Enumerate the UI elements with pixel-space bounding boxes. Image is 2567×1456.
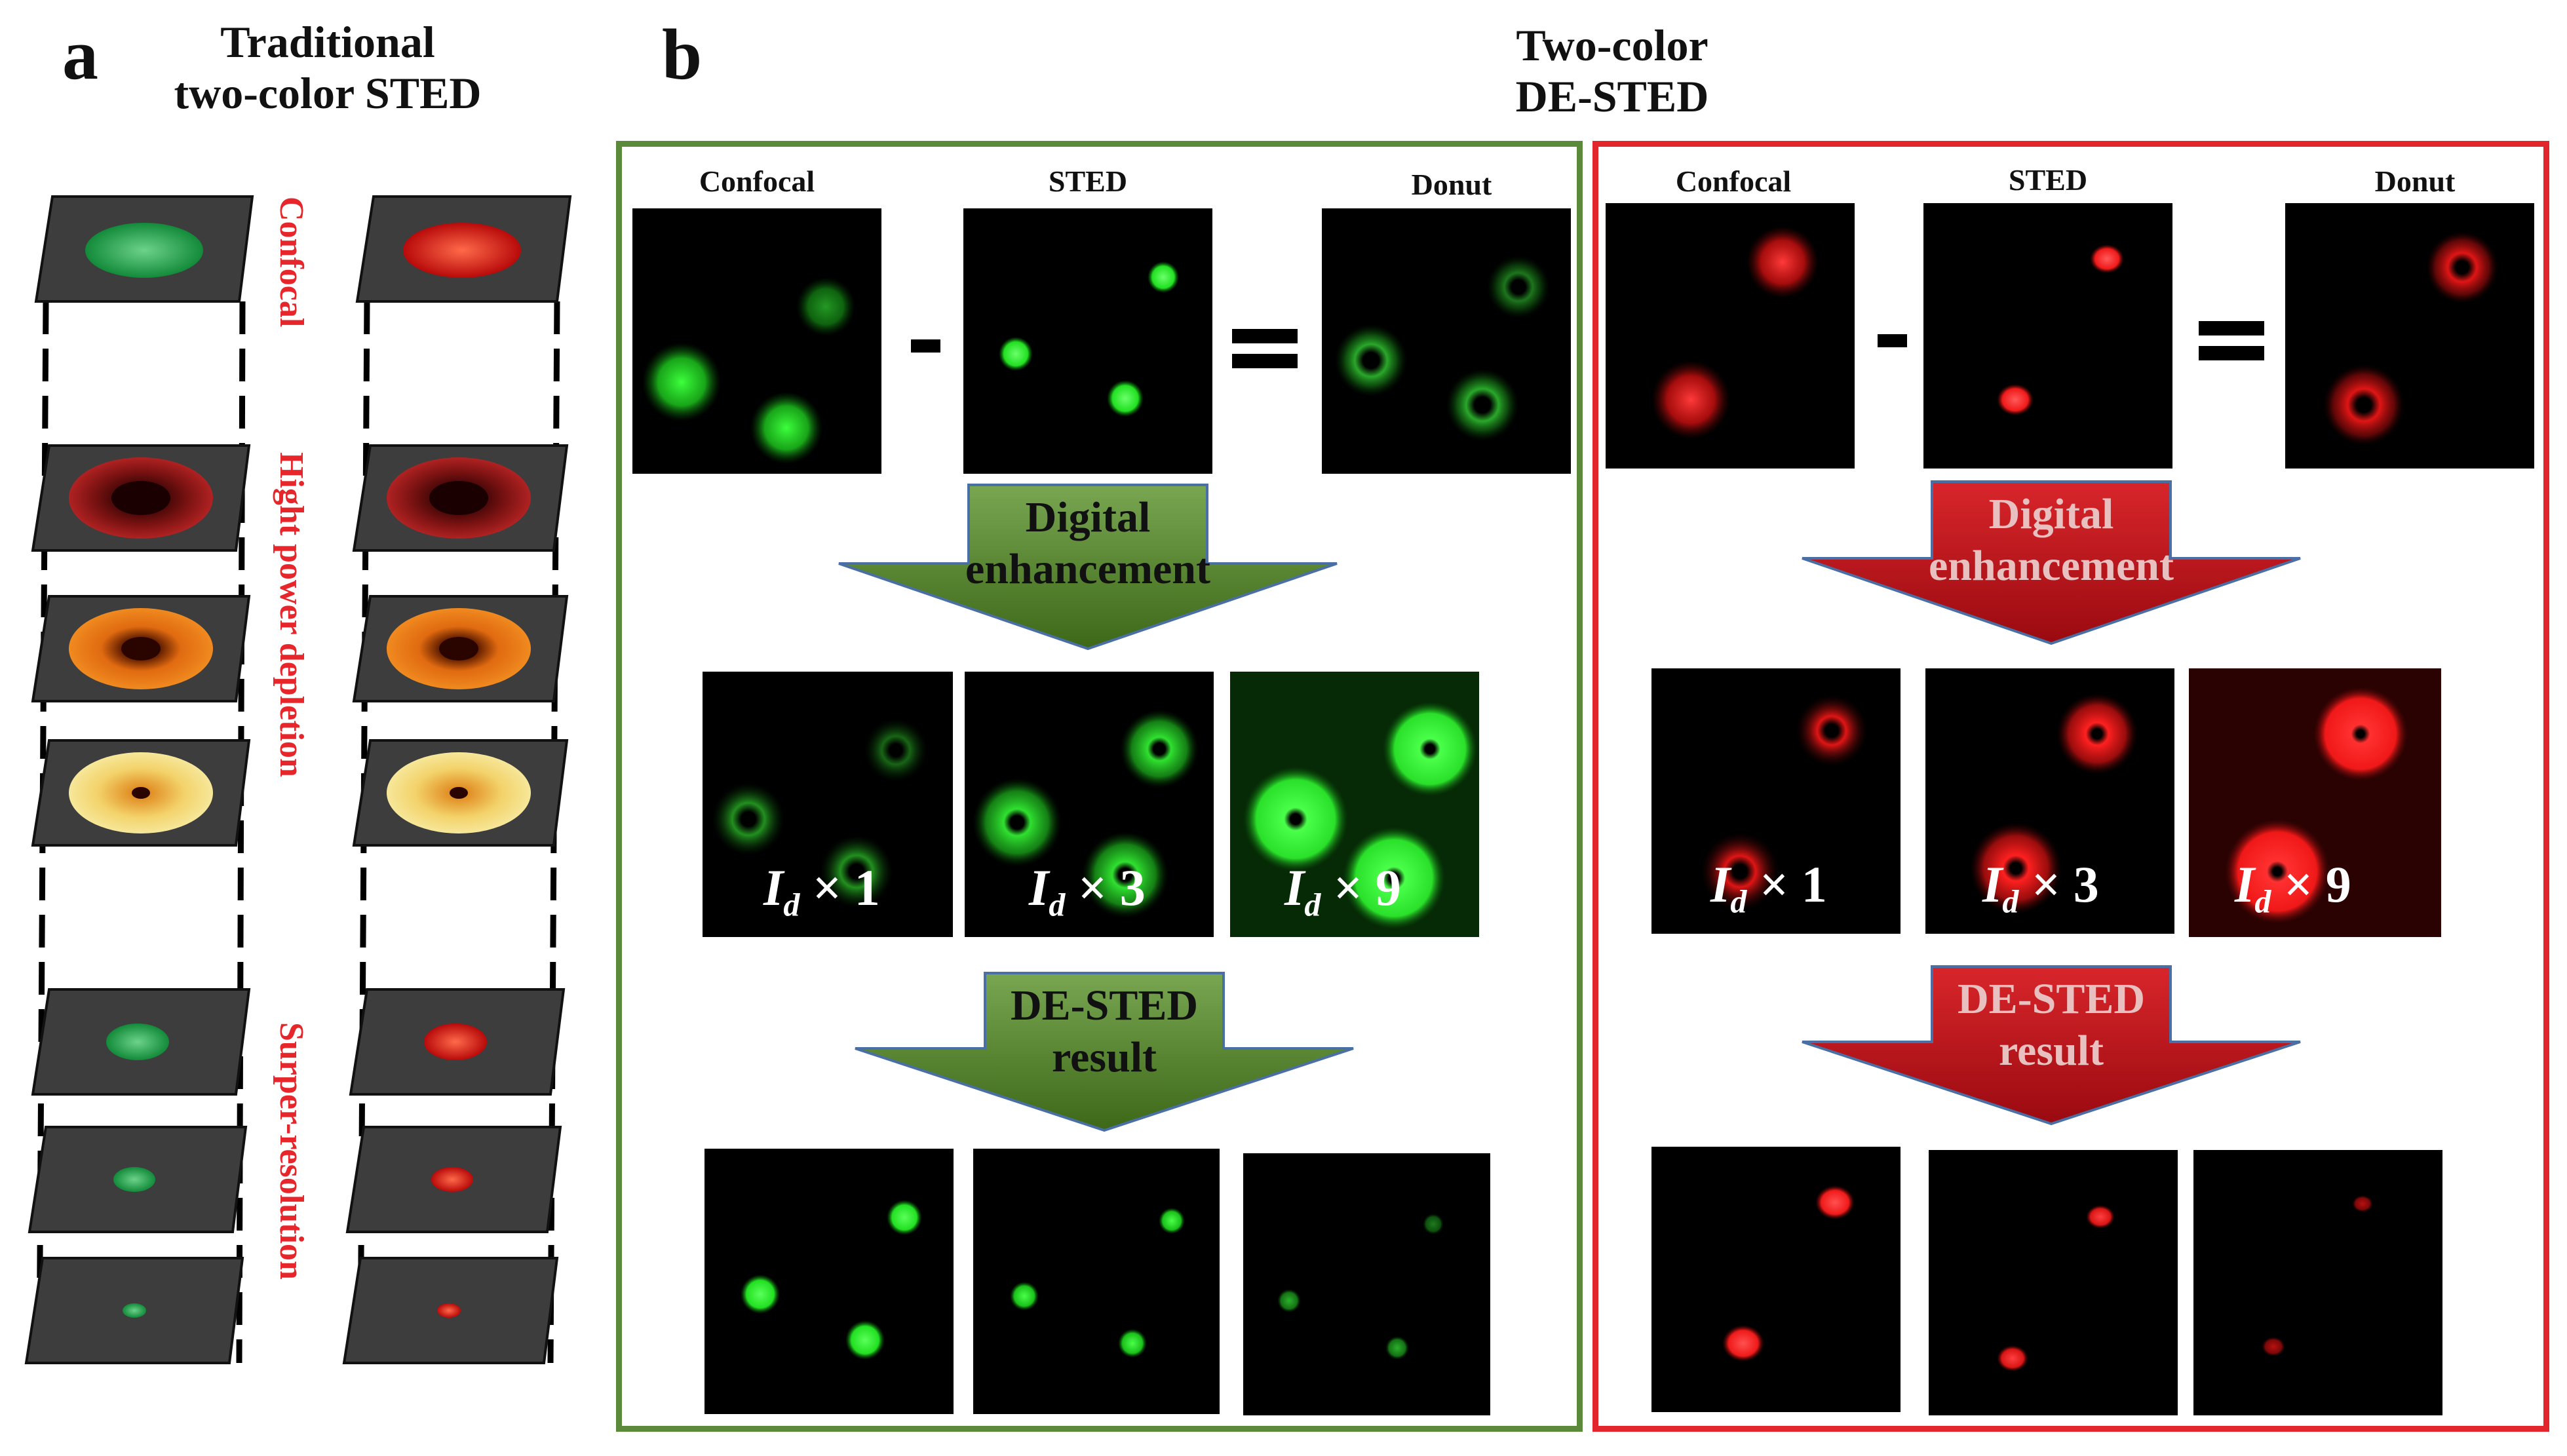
green-digital-enhancement-arrow (838, 484, 1338, 651)
green-id-x3-label: Id × 3 (1029, 858, 1146, 924)
green-arrow2-line1: DE-STED (1010, 982, 1199, 1029)
panel-b-letter: b (662, 14, 703, 94)
red-result-image-3 (2193, 1150, 2442, 1415)
red-enhanced-x3-image (1925, 668, 2174, 934)
red-arrow2-line2: result (1998, 1027, 2104, 1075)
red-enhanced-x1-image (1651, 668, 1901, 934)
red-col-donut-label: Donut (2374, 164, 2456, 198)
red-arrow2-text: DE-STED result (1855, 973, 2248, 1077)
label-super-resolution: Surper-resolution (273, 1022, 310, 1280)
red-result-image-2 (1929, 1150, 2178, 1415)
green-arrow1-line1: Digital (1025, 493, 1151, 541)
green-result-image-2 (973, 1149, 1220, 1414)
green-id-sub-9: d (1304, 886, 1321, 923)
green-enhanced-x9-image (1230, 672, 1479, 937)
green-col-donut-label: Donut (1411, 168, 1492, 201)
red-id-x1-label: Id × 1 (1710, 855, 1827, 921)
green-id-x1-label: Id × 1 (763, 858, 880, 924)
green-sted-image (963, 208, 1212, 474)
green-result-image-1 (704, 1149, 954, 1414)
red-arrow2-line1: DE-STED (1957, 975, 2146, 1023)
green-col-confocal-label: Confocal (699, 164, 815, 198)
panel-b-title: Two-color DE-STED (1416, 20, 1809, 122)
green-arrow1-line2: enhancement (965, 545, 1210, 594)
equals-sign-red-bottom (2199, 346, 2264, 360)
green-id-sub-3: d (1049, 886, 1066, 923)
panel-a-title-line1: Traditional (220, 17, 435, 67)
red-sted-image (1923, 203, 2172, 469)
panel-b-title-line1: Two-color (1516, 20, 1708, 70)
green-arrow2-line2: result (1051, 1033, 1157, 1082)
red-id-var-9: I (2235, 856, 2255, 913)
red-id-x9-label: Id × 9 (2235, 855, 2351, 921)
red-digital-enhancement-arrow (1802, 480, 2301, 645)
green-enhanced-x3-image (965, 672, 1214, 937)
layer-stack-diagram (24, 195, 572, 1364)
green-id-sub-1: d (783, 886, 800, 923)
red-id-sub-9: d (2254, 883, 2271, 920)
red-result-image-1 (1651, 1147, 1901, 1412)
red-donut-image (2285, 203, 2534, 469)
minus-sign-green (911, 339, 940, 353)
red-id-var-3: I (1982, 856, 2003, 913)
red-enhanced-x9-image (2189, 668, 2441, 937)
red-id-mult-3: × 3 (2031, 856, 2099, 913)
red-confocal-image (1606, 203, 1855, 469)
red-channel-frame (1592, 141, 2549, 1432)
green-donut-image (1322, 208, 1571, 474)
green-confocal-image (632, 208, 881, 474)
equals-sign-red-top (2199, 321, 2264, 335)
green-id-var-3: I (1029, 859, 1049, 916)
panel-a-letter: a (62, 14, 98, 94)
stack-right (342, 195, 572, 1364)
green-enhanced-x1-image (703, 672, 953, 937)
equals-sign-green-top (1232, 329, 1298, 343)
stack-left (24, 195, 254, 1364)
panel-a-title: Traditional two-color STED (131, 16, 524, 119)
green-col-sted-label: STED (1048, 164, 1128, 198)
green-result-image-3 (1243, 1153, 1490, 1415)
red-id-sub-3: d (2002, 883, 2019, 920)
red-id-sub-1: d (1730, 883, 1747, 920)
red-de-sted-result-arrow (1802, 965, 2301, 1126)
red-id-var-1: I (1710, 856, 1731, 913)
green-arrow2-text: DE-STED result (908, 980, 1301, 1083)
equals-sign-green-bottom (1232, 354, 1298, 368)
green-id-var-9: I (1284, 859, 1305, 916)
green-id-mult-9: × 9 (1333, 859, 1401, 916)
red-arrow1-text: Digital enhancement (1855, 488, 2248, 592)
red-id-mult-1: × 1 (1759, 856, 1827, 913)
red-col-sted-label: STED (2008, 163, 2088, 197)
green-channel-frame (616, 141, 1583, 1432)
green-id-var-1: I (763, 859, 784, 916)
green-id-mult-3: × 3 (1077, 859, 1146, 916)
label-confocal: Confocal (273, 197, 310, 328)
red-arrow1-line2: enhancement (1929, 542, 2174, 590)
minus-sign-red (1878, 334, 1907, 347)
red-id-mult-9: × 9 (2283, 856, 2351, 913)
red-id-x3-label: Id × 3 (1982, 855, 2099, 921)
red-col-confocal-label: Confocal (1675, 164, 1792, 198)
red-arrow1-line1: Digital (1988, 490, 2114, 538)
panel-a-title-line2: two-color STED (174, 68, 482, 119)
green-arrow1-text: Digital enhancement (891, 491, 1284, 595)
panel-b-title-line2: DE-STED (1515, 71, 1709, 122)
label-high-power-depletion: Hight power depletion (273, 452, 310, 777)
green-id-x9-label: Id × 9 (1284, 858, 1401, 924)
green-id-mult-1: × 1 (812, 859, 880, 916)
green-de-sted-result-arrow (855, 972, 1354, 1132)
